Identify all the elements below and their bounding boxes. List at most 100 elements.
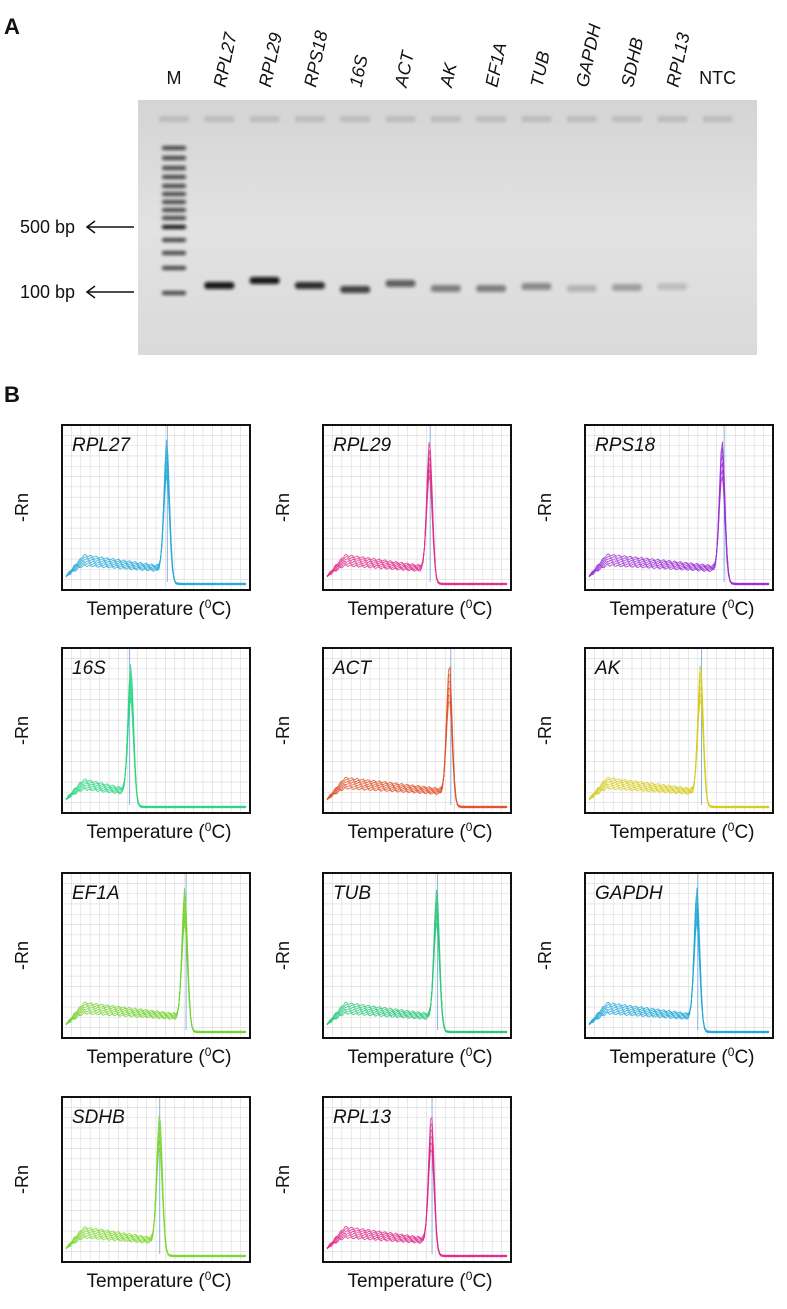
x-axis-label-text: Temperature ( [86, 1271, 205, 1292]
lane-label: RPS18 [300, 29, 331, 89]
ladder-band [162, 175, 186, 179]
y-axis-label: -Rn [12, 1165, 32, 1194]
lane-label: AK [436, 60, 461, 90]
y-axis-label: -Rn [535, 941, 555, 970]
melt-curve [326, 901, 508, 1034]
marker-label: 500 bp [20, 217, 75, 237]
melt-plot: EF1A -Rn Temperature (0C) [12, 872, 251, 1068]
x-axis-label-sup: 0 [205, 1269, 212, 1283]
melt-curve [65, 696, 247, 809]
melt-plot: TUB -Rn Temperature (0C) [273, 872, 512, 1068]
x-axis-label: Temperature (0C) [609, 820, 754, 843]
lane-label: RPL27 [210, 30, 241, 89]
panel-label: A [4, 14, 20, 39]
gene-label: RPL13 [333, 1107, 392, 1128]
melt-plot: ACT -Rn Temperature (0C) [273, 647, 512, 843]
y-axis-label: -Rn [12, 716, 32, 745]
x-axis-label-text: Temperature ( [86, 1047, 205, 1068]
melt-curve [326, 922, 508, 1034]
lane-label: TUB [527, 49, 554, 88]
ladder-band [162, 266, 186, 270]
x-axis-label-text: C) [472, 1047, 492, 1068]
melt-plot: SDHB -Rn Temperature (0C) [12, 1096, 251, 1292]
x-axis-label: Temperature (0C) [86, 1045, 231, 1068]
y-axis-label: -Rn [273, 1165, 293, 1194]
plot-frame [322, 1096, 512, 1263]
gene-label: SDHB [72, 1107, 125, 1128]
x-axis-label-text: C) [734, 599, 754, 620]
melt-plot: GAPDH -Rn Temperature (0C) [535, 872, 774, 1068]
plot-frame [61, 647, 251, 814]
x-axis-label-sup: 0 [466, 1045, 473, 1059]
lane-label: EF1A [481, 41, 510, 89]
gene-label: RPL27 [72, 435, 132, 456]
plot-frame [322, 424, 512, 591]
y-axis-label: -Rn [12, 941, 32, 970]
x-axis-label-text: Temperature ( [347, 599, 466, 620]
x-axis-label-text: Temperature ( [347, 822, 466, 843]
plot-frame [61, 1096, 251, 1263]
plot-frame [61, 424, 251, 591]
x-axis-label-text: Temperature ( [347, 1047, 466, 1068]
x-axis-label-sup: 0 [205, 1045, 212, 1059]
band [385, 280, 416, 287]
x-axis-label: Temperature (0C) [86, 820, 231, 843]
lane-label: SDHB [617, 36, 647, 89]
panel-label: B [4, 382, 20, 407]
gene-label: TUB [333, 883, 371, 904]
y-axis-label: -Rn [273, 493, 293, 522]
ladder-band [162, 291, 186, 295]
lane-label: ACT [391, 47, 419, 89]
melt-plot: RPL29 -Rn Temperature (0C) [273, 424, 512, 620]
melt-curve [326, 1148, 508, 1258]
gel [138, 100, 757, 355]
well [702, 116, 733, 122]
ladder-band [162, 156, 186, 160]
y-axis-label: -Rn [535, 493, 555, 522]
melt-plot: RPL13 -Rn Temperature (0C) [273, 1096, 512, 1292]
band [294, 282, 325, 289]
plot-frame [322, 872, 512, 1039]
band [476, 285, 507, 292]
well [340, 116, 371, 122]
melt-plot: RPL27 -Rn Temperature (0C) [12, 424, 251, 620]
ladder-band [162, 216, 186, 220]
x-axis-label-text: C) [211, 1271, 231, 1292]
melt-curve [588, 476, 770, 586]
y-axis-label: -Rn [273, 716, 293, 745]
melt-curve [326, 474, 508, 586]
gene-label: EF1A [72, 883, 120, 904]
melt-plot: AK -Rn Temperature (0C) [535, 647, 774, 843]
x-axis-label-sup: 0 [466, 1269, 473, 1283]
x-axis-label-text: Temperature ( [609, 822, 728, 843]
well [430, 116, 461, 122]
plot-frame [322, 647, 512, 814]
plot-frame [61, 872, 251, 1039]
band [249, 277, 280, 284]
melt-curve [588, 699, 770, 809]
melt-curve [65, 921, 247, 1034]
band [657, 283, 688, 290]
lane-label: 16S [346, 53, 372, 88]
x-axis-label-text: C) [472, 1271, 492, 1292]
plot-frame [584, 424, 774, 591]
ladder-band [162, 208, 186, 212]
band [430, 285, 461, 292]
melt-curve [588, 902, 770, 1034]
well [385, 116, 416, 122]
gene-label: ACT [332, 658, 372, 679]
melt-curve [65, 902, 247, 1034]
plot-frame [584, 647, 774, 814]
ladder-band [162, 200, 186, 204]
melt-curve [326, 1128, 508, 1258]
gel-bands [159, 116, 733, 295]
melt-curve [588, 454, 770, 586]
band [204, 282, 235, 289]
ladder-band [162, 238, 186, 242]
x-axis-label-text: Temperature ( [86, 599, 205, 620]
gene-label: RPS18 [595, 435, 656, 456]
gene-label: AK [594, 658, 622, 679]
x-axis-label-text: Temperature ( [347, 1271, 466, 1292]
well [657, 116, 688, 122]
